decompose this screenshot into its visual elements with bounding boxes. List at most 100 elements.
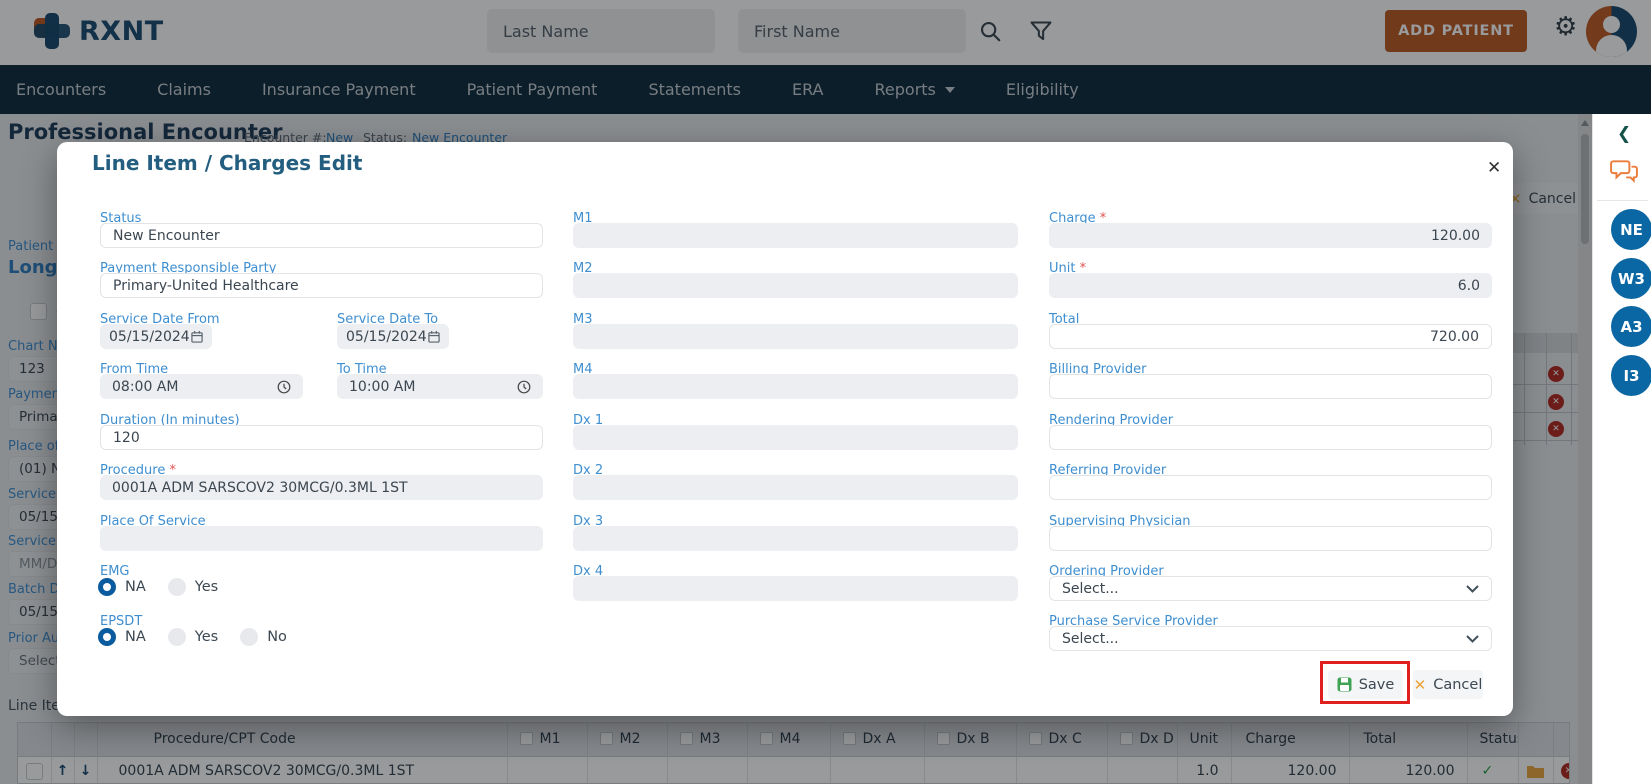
dx1-field[interactable] <box>573 425 1018 450</box>
ordering-provider-select[interactable]: Select... <box>1049 576 1492 601</box>
copay-checkbox[interactable] <box>30 303 47 320</box>
to-time-label: To Time <box>337 362 387 377</box>
ordering-provider-label: Ordering Provider <box>1049 564 1164 579</box>
epsdt-na-radio[interactable] <box>98 628 116 646</box>
delete-row-icon[interactable]: ✕ <box>1548 366 1564 382</box>
folder-icon[interactable] <box>1526 764 1545 779</box>
gear-icon[interactable]: ⚙ <box>1554 12 1578 42</box>
purchase-service-provider-select[interactable]: Select... <box>1049 626 1492 651</box>
header-checkbox[interactable] <box>519 732 533 746</box>
referring-provider-field[interactable] <box>1049 475 1492 500</box>
scrollbar-thumb[interactable] <box>1581 134 1589 244</box>
right-sidebar: ❮ NE W3 A3 I3 <box>1592 114 1651 784</box>
billing-provider-field[interactable] <box>1049 374 1492 399</box>
payment-responsible-party-field[interactable]: Primary-United Healthcare <box>100 273 543 298</box>
delete-row-icon[interactable]: ✕ <box>1548 394 1564 410</box>
place-of-service-label: Place Of Service <box>100 514 206 529</box>
dx1-label: Dx 1 <box>573 413 604 428</box>
last-name-input[interactable] <box>487 9 715 53</box>
service-date-from-label: Service <box>8 487 57 502</box>
emg-yes-radio[interactable] <box>167 578 186 596</box>
vertical-scrollbar[interactable] <box>1578 114 1592 784</box>
place-of-service-field[interactable] <box>100 526 543 551</box>
clock-icon[interactable] <box>517 380 531 394</box>
dx4-field[interactable] <box>573 576 1018 601</box>
dx4-label: Dx 4 <box>573 564 604 579</box>
nav-insurance-payment[interactable]: Insurance Payment <box>261 80 416 99</box>
dx3-field[interactable] <box>573 526 1018 551</box>
epsdt-yes-radio[interactable] <box>167 628 186 646</box>
first-name-input[interactable] <box>738 9 966 53</box>
scroll-up-arrow-icon[interactable] <box>1581 120 1589 126</box>
procedure-field[interactable]: 0001A ADM SARSCOV2 30MCG/0.3ML 1ST <box>100 475 543 500</box>
service-date-to-label: Service <box>8 534 57 549</box>
dx2-field[interactable] <box>573 475 1018 500</box>
sidebar-badge-w3[interactable]: W3 <box>1611 258 1651 299</box>
total-field[interactable]: 720.00 <box>1049 324 1492 349</box>
calendar-icon[interactable] <box>428 330 440 343</box>
header-checkbox[interactable] <box>1119 732 1133 746</box>
m2-field[interactable] <box>573 273 1018 298</box>
nav-eligibility[interactable]: Eligibility <box>1005 80 1079 99</box>
collapse-chevron-left-icon[interactable]: ❮ <box>1617 124 1632 144</box>
save-button[interactable]: Save <box>1328 670 1403 699</box>
sidebar-badge-i3[interactable]: I3 <box>1611 355 1651 396</box>
row-checkbox[interactable] <box>26 762 43 780</box>
supervising-physician-field[interactable] <box>1049 526 1492 551</box>
header-procedure: Procedure/CPT Code <box>97 723 508 757</box>
supervising-physician-label: Supervising Physician <box>1049 514 1191 529</box>
batch-date-label: Batch D <box>8 582 60 597</box>
sidebar-badge-a3[interactable]: A3 <box>1611 306 1651 347</box>
status-field[interactable]: New Encounter <box>100 223 543 248</box>
nav-statements[interactable]: Statements <box>648 80 741 99</box>
close-icon[interactable]: ✕ <box>1487 158 1502 178</box>
patient-name-link[interactable]: Long, <box>8 257 65 278</box>
nav-reports[interactable]: Reports <box>875 80 955 99</box>
emg-na-radio[interactable] <box>98 578 116 596</box>
calendar-icon[interactable] <box>191 330 203 343</box>
encounter-number-value[interactable]: New <box>326 130 354 145</box>
service-date-to-field[interactable]: 05/15/2024 <box>337 324 449 349</box>
header-checkbox[interactable] <box>679 732 693 746</box>
duration-field[interactable]: 120 <box>100 425 543 450</box>
from-time-field[interactable]: 08:00 AM <box>100 374 303 399</box>
header-checkbox[interactable] <box>1028 732 1042 746</box>
epsdt-no-radio[interactable] <box>240 628 259 646</box>
m4-field[interactable] <box>573 374 1018 399</box>
header-checkbox[interactable] <box>842 732 856 746</box>
charge-field[interactable]: 120.00 <box>1049 223 1492 248</box>
nav-era[interactable]: ERA <box>791 80 824 99</box>
header-charge: Charge <box>1231 723 1350 757</box>
rendering-provider-label: Rendering Provider <box>1049 413 1174 428</box>
chevron-down-icon <box>1466 634 1479 643</box>
header-checkbox[interactable] <box>936 732 950 746</box>
m1-field[interactable] <box>573 223 1018 248</box>
sidebar-badge-ne[interactable]: NE <box>1611 209 1651 250</box>
row-status-check-icon: ✓ <box>1467 756 1519 783</box>
avatar[interactable] <box>1586 6 1637 57</box>
delete-row-icon[interactable]: ✕ <box>1548 421 1564 437</box>
cancel-button[interactable]: ✕ Cancel <box>1413 670 1483 699</box>
move-down-icon[interactable]: ↓ <box>74 756 98 783</box>
nav-claims[interactable]: Claims <box>157 80 211 99</box>
status-value[interactable]: New Encounter <box>412 130 508 145</box>
chat-icon[interactable] <box>1610 158 1638 184</box>
search-icon[interactable] <box>978 19 1004 45</box>
nav-patient-payment[interactable]: Patient Payment <box>466 80 598 99</box>
move-up-icon[interactable]: ↑ <box>51 756 75 783</box>
header-checkbox[interactable] <box>759 732 773 746</box>
service-date-from-field[interactable]: 05/15/2024 <box>100 324 212 349</box>
delete-row-icon[interactable]: ✕ <box>1560 763 1569 780</box>
clock-icon[interactable] <box>277 380 291 394</box>
header-select-col <box>18 723 52 757</box>
header-checkbox[interactable] <box>599 732 613 746</box>
to-time-field[interactable]: 10:00 AM <box>337 374 543 399</box>
rendering-provider-field[interactable] <box>1049 425 1492 450</box>
chevron-down-icon <box>1466 584 1479 593</box>
m3-field[interactable] <box>573 324 1018 349</box>
add-patient-button[interactable]: ADD PATIENT <box>1385 10 1527 52</box>
unit-field[interactable]: 6.0 <box>1049 273 1492 298</box>
payment-responsible-party-label: Payment Responsible Party <box>100 261 277 276</box>
nav-encounters[interactable]: Encounters <box>16 80 107 99</box>
filter-icon[interactable] <box>1028 19 1054 45</box>
